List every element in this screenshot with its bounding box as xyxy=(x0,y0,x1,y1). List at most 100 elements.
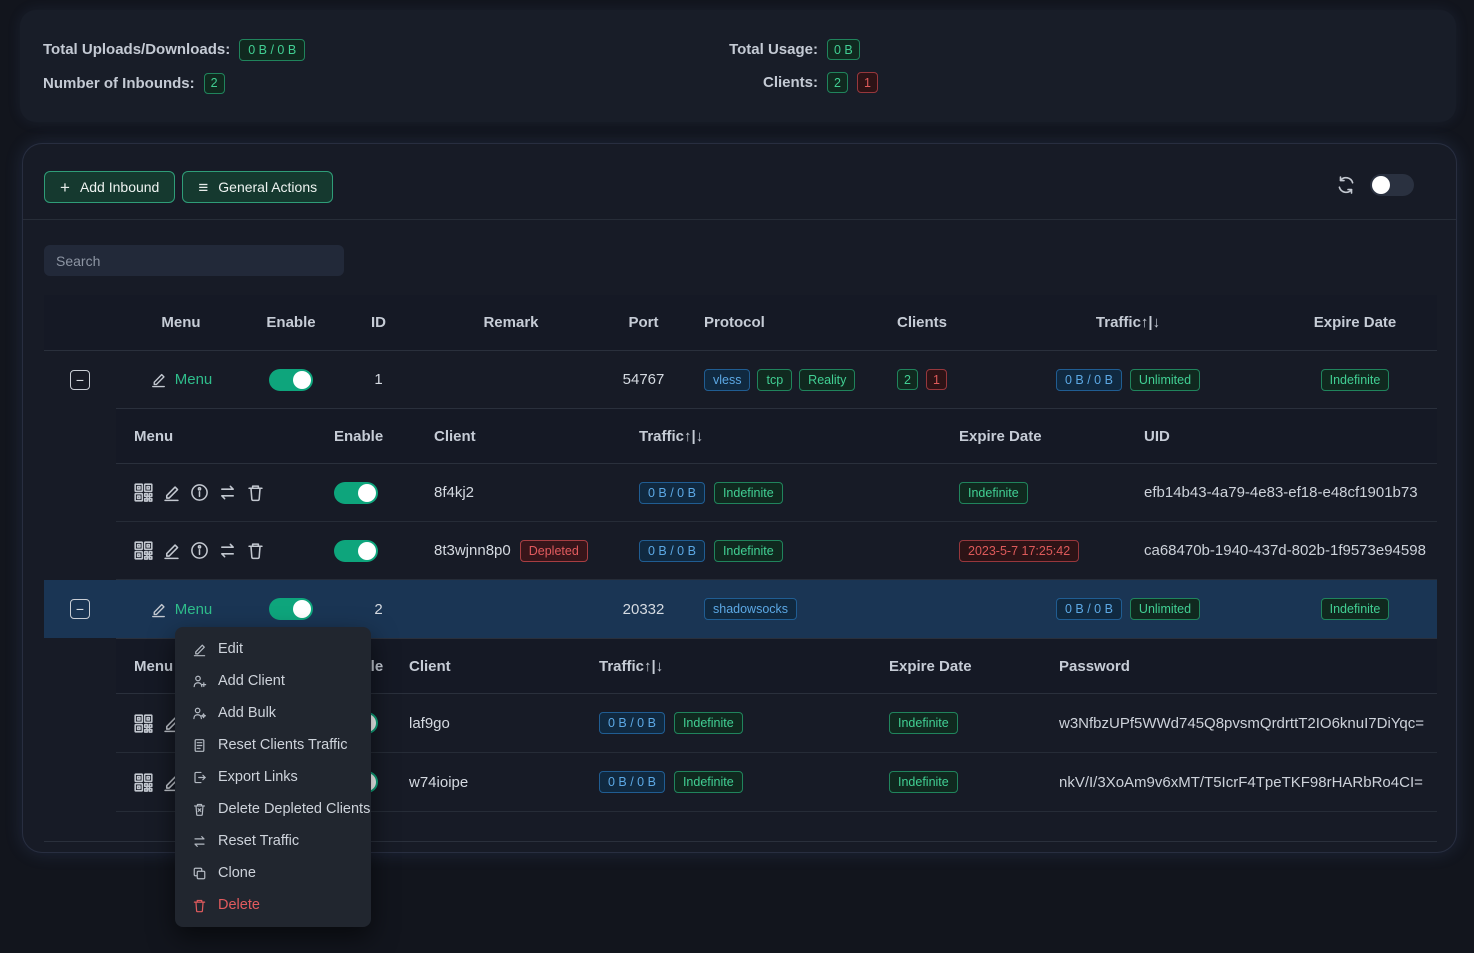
edit-client-button[interactable] xyxy=(162,541,181,560)
delete-client-button[interactable] xyxy=(246,541,265,560)
plus-icon: + xyxy=(60,179,70,196)
stat-clients: Clients: 2 1 xyxy=(693,72,878,93)
info-icon xyxy=(190,541,209,560)
edit-pencil-icon xyxy=(162,541,181,560)
transport-tag: tcp xyxy=(757,369,792,391)
header-id: ID xyxy=(336,314,421,331)
header-protocol: Protocol xyxy=(686,314,861,331)
search-input[interactable] xyxy=(44,245,344,276)
qrcode-icon xyxy=(134,773,153,792)
general-actions-button[interactable]: ≡ General Actions xyxy=(182,171,333,203)
menu-item-label: Delete Depleted Clients xyxy=(218,801,370,817)
protocol-tag: shadowsocks xyxy=(704,598,797,620)
client-traffic-limit-tag: Indefinite xyxy=(714,540,783,562)
edit-client-button[interactable] xyxy=(162,483,181,502)
sub-header-traffic: Traffic↑|↓ xyxy=(621,428,941,445)
stat-total-uploads-downloads: Total Uploads/Downloads: 0 B / 0 B xyxy=(43,39,305,61)
qrcode-button[interactable] xyxy=(134,541,153,560)
menu-item-label: Add Client xyxy=(218,673,285,689)
qrcode-button[interactable] xyxy=(134,773,153,792)
menu-lines-icon: ≡ xyxy=(198,179,208,196)
total-usage-label: Total Usage: xyxy=(693,41,818,58)
collapse-row-button[interactable]: − xyxy=(70,370,90,390)
trash-icon xyxy=(246,483,265,502)
menu-item-delete[interactable]: Delete xyxy=(175,889,371,921)
menu-item-edit[interactable]: Edit xyxy=(175,633,371,665)
client-enable-toggle[interactable] xyxy=(334,482,378,504)
total-uploads-downloads-label: Total Uploads/Downloads: xyxy=(43,41,230,58)
inbound-row-1: − Menu 1 54767 vless tcp Reality 2 1 0 xyxy=(44,351,1437,408)
inbound-context-menu: Edit Add Client Add Bulk Reset Clients T… xyxy=(175,627,371,927)
menu-item-label: Add Bulk xyxy=(218,705,276,721)
toolbar-divider xyxy=(23,219,1456,220)
sub-header-expire: Expire Date xyxy=(871,658,1041,675)
sub-header-expire: Expire Date xyxy=(941,428,1126,445)
inbound-clients-depleted: 1 xyxy=(926,369,947,390)
client-traffic-limit-tag: Indefinite xyxy=(674,771,743,793)
users-icon xyxy=(192,706,207,721)
client-info-button[interactable] xyxy=(190,541,209,560)
add-inbound-button[interactable]: + Add Inbound xyxy=(44,171,175,203)
inbound-enable-toggle[interactable] xyxy=(269,369,313,391)
qrcode-button[interactable] xyxy=(134,483,153,502)
client-name: laf9go xyxy=(391,715,581,732)
menu-item-reset-traffic[interactable]: Reset Traffic xyxy=(175,825,371,857)
reset-client-traffic-button[interactable] xyxy=(218,483,237,502)
trash-icon xyxy=(246,541,265,560)
refresh-button[interactable] xyxy=(1336,175,1356,195)
export-icon xyxy=(192,770,207,785)
menu-item-label: Reset Traffic xyxy=(218,833,299,849)
client-row: 8t3wjnn8p0 Depleted 0 B / 0 B Indefinite… xyxy=(116,522,1437,580)
menu-item-add-client[interactable]: Add Client xyxy=(175,665,371,697)
clone-icon xyxy=(192,866,207,881)
menu-item-reset-clients-traffic[interactable]: Reset Clients Traffic xyxy=(175,729,371,761)
client-traffic-tag: 0 B / 0 B xyxy=(639,540,705,562)
toggle-knob xyxy=(1372,176,1390,194)
inbound-enable-toggle[interactable] xyxy=(269,598,313,620)
stat-number-of-inbounds: Number of Inbounds: 2 xyxy=(43,73,305,94)
sub-header-enable: Enable xyxy=(316,428,416,445)
total-uploads-downloads-value: 0 B / 0 B xyxy=(239,39,305,61)
add-inbound-label: Add Inbound xyxy=(80,179,159,195)
top-actions xyxy=(1336,174,1414,196)
sync-icon xyxy=(218,541,237,560)
stats-card: Total Uploads/Downloads: 0 B / 0 B Numbe… xyxy=(20,10,1456,122)
user-add-icon xyxy=(192,674,207,689)
qrcode-icon xyxy=(134,714,153,733)
collapse-row-button[interactable]: − xyxy=(70,599,90,619)
inbound-id: 1 xyxy=(336,371,421,388)
inbound-menu-button[interactable]: Menu xyxy=(150,371,213,388)
client-info-button[interactable] xyxy=(190,483,209,502)
auto-refresh-toggle[interactable] xyxy=(1370,174,1414,196)
inbound-menu-button[interactable]: Menu xyxy=(150,601,213,618)
clients-label: Clients: xyxy=(693,74,818,91)
menu-item-delete-depleted-clients[interactable]: Delete Depleted Clients xyxy=(175,793,371,825)
qrcode-button[interactable] xyxy=(134,714,153,733)
inbound-expire-tag: Indefinite xyxy=(1321,369,1390,391)
inbound-menu-label: Menu xyxy=(175,371,213,388)
sub-header-client: Client xyxy=(391,658,581,675)
toggle-knob xyxy=(358,542,376,560)
menu-item-clone[interactable]: Clone xyxy=(175,857,371,889)
menu-item-label: Export Links xyxy=(218,769,298,785)
client-traffic-tag: 0 B / 0 B xyxy=(599,771,665,793)
menu-item-export-links[interactable]: Export Links xyxy=(175,761,371,793)
stats-left-column: Total Uploads/Downloads: 0 B / 0 B Numbe… xyxy=(43,10,305,122)
client-enable-toggle[interactable] xyxy=(334,540,378,562)
client-password: w3NfbzUPf5WWd745Q8pvsmQrdrttT2IO6knuI7Di… xyxy=(1041,715,1437,732)
file-reset-icon xyxy=(192,738,207,753)
menu-item-add-bulk[interactable]: Add Bulk xyxy=(175,697,371,729)
inbound-id: 2 xyxy=(336,601,421,618)
reset-client-traffic-button[interactable] xyxy=(218,541,237,560)
inbound-traffic-limit-tag: Unlimited xyxy=(1130,369,1200,391)
client-password: nkV/I/3XoAm9v6xMT/T5IcrF4TpeTKF98rHARbRo… xyxy=(1041,774,1437,791)
edit-pencil-icon xyxy=(150,601,167,618)
sub-header-password: Password xyxy=(1041,658,1437,675)
inbound-1-clients-table: Menu Enable Client Traffic↑|↓ Expire Dat… xyxy=(116,408,1437,580)
stat-total-usage: Total Usage: 0 B xyxy=(693,39,878,60)
delete-client-button[interactable] xyxy=(246,483,265,502)
delete-icon xyxy=(192,898,207,913)
total-usage-value: 0 B xyxy=(827,39,860,60)
general-actions-label: General Actions xyxy=(218,179,317,195)
clients-header-row: Menu Enable Client Traffic↑|↓ Expire Dat… xyxy=(116,409,1437,464)
